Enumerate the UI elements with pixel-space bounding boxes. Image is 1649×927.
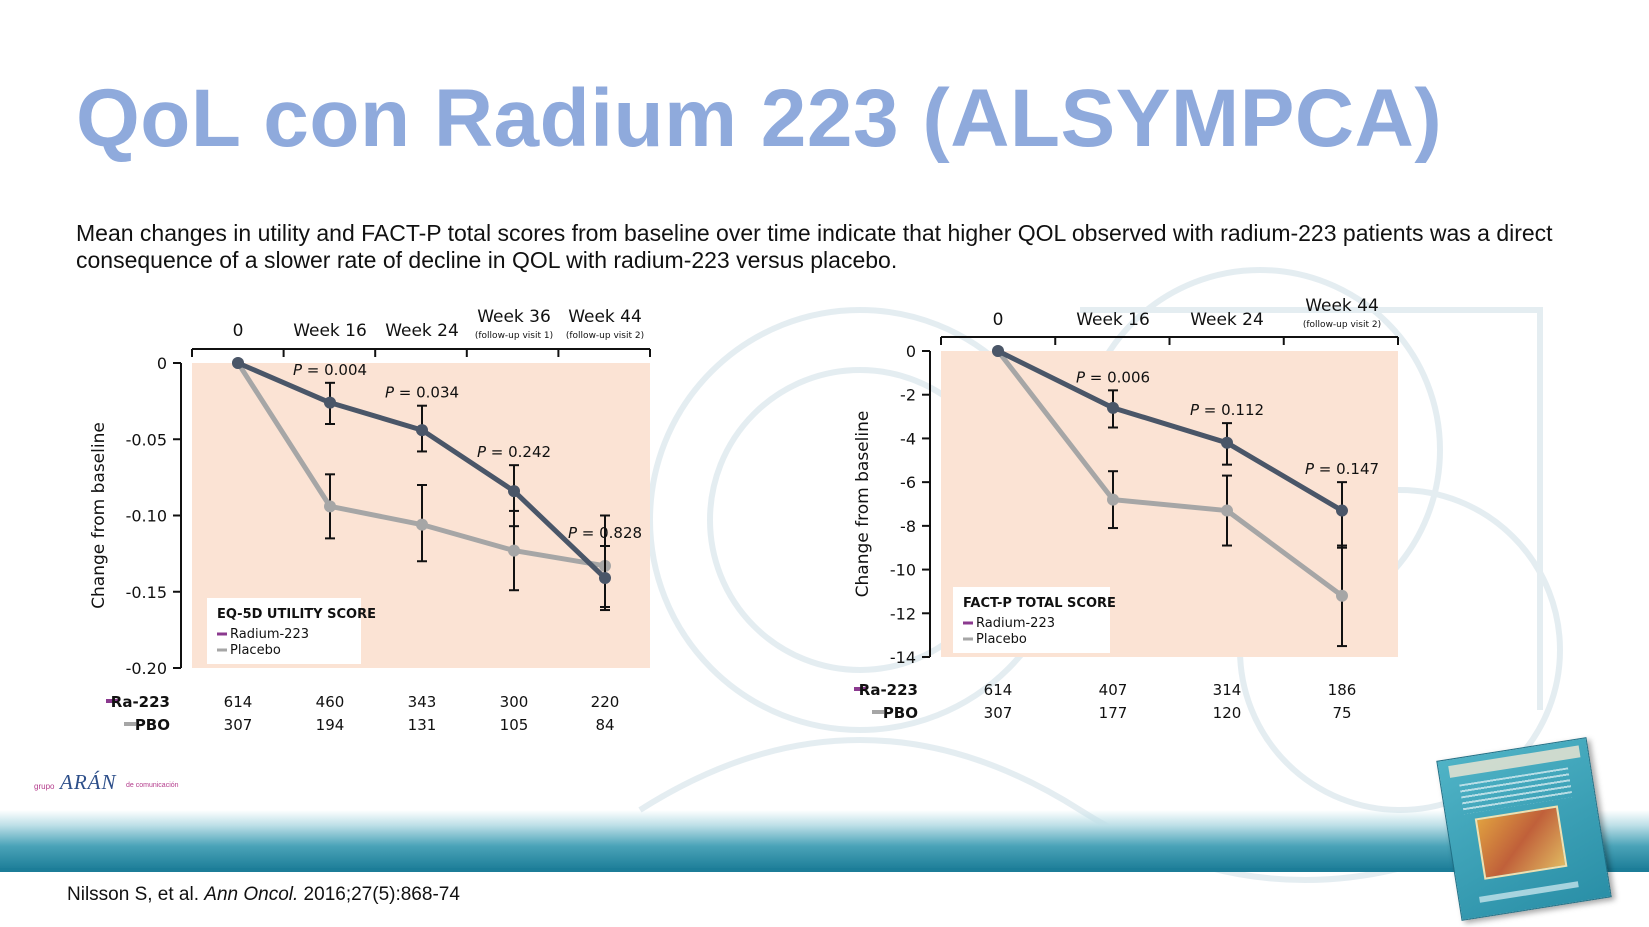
- category-note: (follow-up visit 2): [566, 331, 644, 341]
- logo-name: ARÁN: [60, 770, 117, 794]
- data-point-radium: [324, 396, 336, 409]
- y-tick-label: 0: [157, 354, 167, 373]
- risk-row-label-radium: Ra-223: [859, 681, 918, 699]
- data-point-radium: [1107, 401, 1119, 414]
- data-point-radium: [416, 424, 428, 437]
- risk-count-placebo: 75: [1332, 704, 1351, 722]
- y-tick-label: -2: [900, 386, 916, 405]
- risk-count-radium: 314: [1213, 681, 1242, 699]
- category-label: Week 16: [293, 321, 367, 341]
- logo-prefix: grupo: [34, 782, 55, 791]
- chart-1: 0 -0.05 -0.10 -0.15 -0.20 Change from baselin…: [89, 307, 651, 734]
- risk-count-radium: 343: [408, 693, 437, 711]
- p-value-label: P = 0.034: [385, 384, 459, 402]
- y-tick-label: -0.20: [126, 659, 167, 678]
- slide-title: QoL con Radium 223 (ALSYMPCA): [76, 73, 1443, 164]
- risk-count-placebo: 307: [984, 704, 1013, 722]
- category-label: 0: [233, 321, 244, 341]
- legend-label-placebo: Placebo: [230, 643, 281, 658]
- legend-label-placebo: Placebo: [976, 632, 1027, 647]
- data-point-placebo: [416, 518, 428, 531]
- p-value-label: P = 0.006: [1076, 368, 1150, 386]
- y-tick-label: -14: [890, 648, 916, 667]
- risk-count-placebo: 307: [224, 716, 253, 734]
- y-tick-label: -8: [900, 517, 916, 536]
- p-value-label: P = 0.828: [568, 524, 642, 542]
- y-tick-label: -12: [890, 604, 916, 623]
- logo-suffix: de comunicación: [126, 782, 179, 789]
- citation: Nilsson S, et al. Ann Oncol. 2016;27(5):…: [67, 884, 460, 906]
- risk-count-radium: 300: [500, 693, 529, 711]
- p-value-label: P = 0.112: [1190, 401, 1264, 419]
- data-point-radium: [508, 485, 520, 498]
- data-point-radium: [1336, 504, 1348, 517]
- series-line-placebo: [996, 349, 1344, 598]
- legend-box: [207, 598, 361, 664]
- y-tick-label: -0.05: [126, 430, 167, 449]
- citation-authors: Nilsson S, et al.: [67, 884, 205, 905]
- p-value-label: P = 0.242: [477, 443, 551, 461]
- data-point-placebo: [1336, 589, 1348, 602]
- legend-label-radium: Radium-223: [230, 627, 309, 642]
- legend-label-radium: Radium-223: [976, 616, 1055, 631]
- chart-2: 0 -2 -4 -6 -8 -10 -12 -14 Change from baseline 0 W…: [853, 296, 1399, 722]
- risk-count-radium: 407: [1099, 681, 1128, 699]
- y-tick-label: -6: [900, 473, 916, 492]
- risk-count-radium: 220: [591, 693, 620, 711]
- cover-picture: [1474, 805, 1568, 880]
- risk-count-radium: 186: [1328, 681, 1357, 699]
- y-tick-label: -0.15: [126, 583, 167, 602]
- legend-title: EQ-5D UTILITY SCORE: [217, 607, 376, 622]
- p-value-label: P = 0.147: [1305, 460, 1379, 478]
- category-label: Week 24: [385, 321, 459, 341]
- citation-journal: Ann Oncol.: [204, 884, 299, 905]
- risk-count-placebo: 194: [316, 716, 345, 734]
- series-line-radium: [996, 348, 1344, 513]
- data-point-radium: [599, 572, 611, 585]
- data-point-placebo: [1221, 504, 1233, 517]
- category-label: Week 16: [1076, 310, 1150, 330]
- y-tick-label: 0: [906, 342, 916, 361]
- legend-box: [953, 587, 1110, 653]
- category-label: 0: [993, 310, 1004, 330]
- category-label: Week 44: [1305, 296, 1379, 316]
- slide-subtitle: Mean changes in utility and FACT-P total…: [76, 220, 1553, 273]
- y-tick-label: -0.10: [126, 507, 167, 526]
- risk-count-radium: 614: [224, 693, 253, 711]
- category-label: Week 36: [477, 307, 551, 327]
- risk-count-placebo: 177: [1099, 704, 1128, 722]
- category-note: (follow-up visit 1): [475, 331, 553, 341]
- data-point-radium: [1221, 436, 1233, 449]
- citation-ref: 2016;27(5):868-74: [298, 884, 460, 905]
- data-point-placebo: [508, 544, 520, 557]
- y-tick-label: -10: [890, 561, 916, 580]
- risk-row-label-radium: Ra-223: [111, 693, 170, 711]
- data-point-radium: [992, 345, 1004, 357]
- risk-row-label-placebo: PBO: [135, 716, 170, 734]
- category-label: Week 24: [1190, 310, 1264, 330]
- data-point-placebo: [1107, 493, 1119, 506]
- aran-logo: grupo ARÁN de comunicación: [34, 768, 194, 808]
- risk-count-radium: 460: [316, 693, 345, 711]
- risk-count-placebo: 105: [500, 716, 529, 734]
- data-point-radium: [232, 357, 244, 369]
- data-point-placebo: [324, 500, 336, 513]
- legend-title: FACT-P TOTAL SCORE: [963, 596, 1116, 611]
- p-value-label: P = 0.004: [293, 361, 367, 379]
- y-tick-label: -4: [900, 429, 916, 448]
- category-label: Week 44: [568, 307, 642, 327]
- journal-cover-image: [1436, 737, 1612, 921]
- risk-count-placebo: 120: [1213, 704, 1242, 722]
- y-axis-label: Change from baseline: [853, 411, 873, 598]
- footer-band: [0, 810, 1649, 870]
- risk-count-radium: 614: [984, 681, 1013, 699]
- y-axis-label: Change from baseline: [89, 422, 109, 609]
- risk-row-label-placebo: PBO: [883, 704, 918, 722]
- risk-count-placebo: 131: [408, 716, 437, 734]
- risk-count-placebo: 84: [595, 716, 614, 734]
- footer-band-line: [0, 868, 1649, 872]
- category-note: (follow-up visit 2): [1303, 320, 1381, 330]
- cover-url-bar: [1479, 881, 1579, 903]
